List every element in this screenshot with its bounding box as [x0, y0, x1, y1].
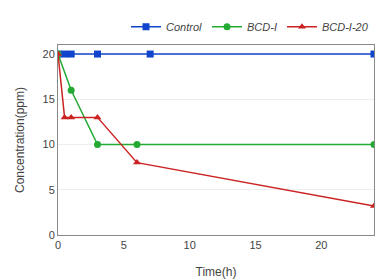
svg-text:20: 20: [315, 239, 327, 251]
svg-text:20: 20: [43, 48, 55, 60]
svg-text:15: 15: [43, 93, 55, 105]
svg-text:0: 0: [49, 229, 55, 241]
svg-text:0: 0: [55, 239, 61, 251]
svg-text:BCD-I-20: BCD-I-20: [322, 21, 369, 33]
svg-text:Control: Control: [166, 21, 202, 33]
svg-text:Concentration(ppm): Concentration(ppm): [13, 87, 27, 193]
svg-text:10: 10: [184, 239, 196, 251]
svg-text:10: 10: [43, 138, 55, 150]
svg-text:Time(h): Time(h): [196, 265, 237, 279]
svg-text:15: 15: [249, 239, 261, 251]
svg-text:5: 5: [121, 239, 127, 251]
svg-text:5: 5: [49, 184, 55, 196]
svg-text:BCD-I: BCD-I: [247, 21, 277, 33]
